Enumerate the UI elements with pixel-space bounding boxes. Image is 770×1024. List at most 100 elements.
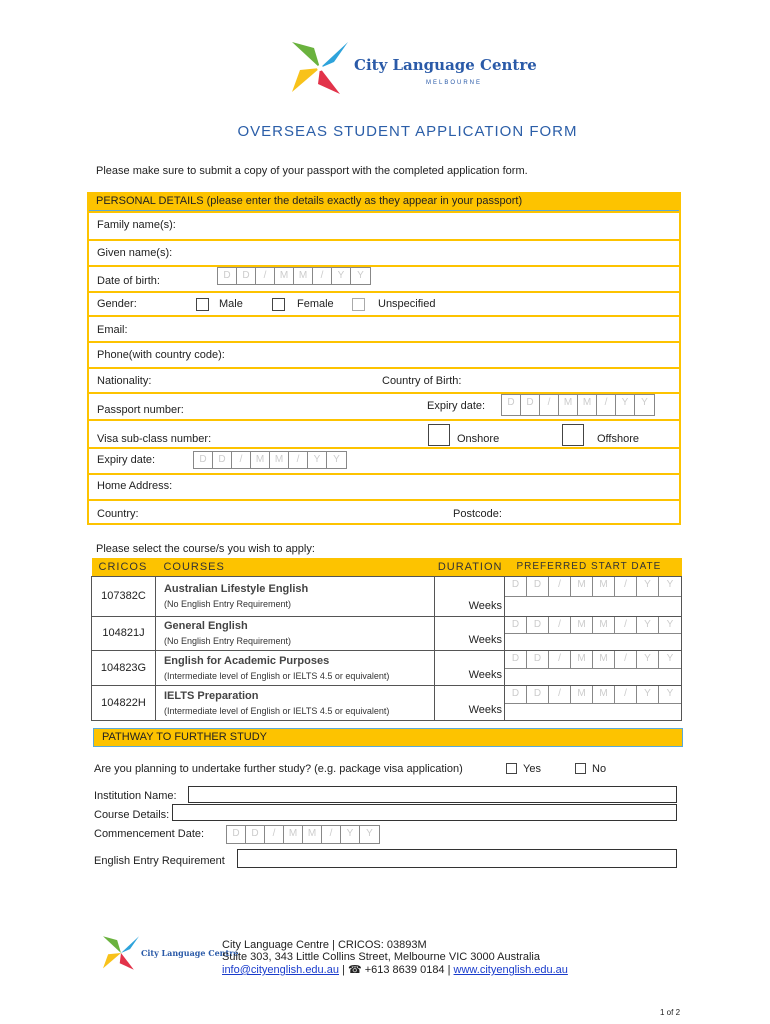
- website-link[interactable]: www.cityenglish.edu.au: [453, 964, 568, 976]
- passport-expiry-date-input[interactable]: D D / M M / Y Y: [501, 394, 655, 416]
- date-cell[interactable]: /: [615, 650, 637, 668]
- visa-expiry-date-input[interactable]: D D / M M / Y Y: [193, 451, 347, 469]
- date-cell[interactable]: D: [527, 650, 549, 668]
- date-cell[interactable]: D: [246, 826, 265, 843]
- start-date-cell[interactable]: D D / M M / Y Y: [503, 575, 683, 617]
- date-cell[interactable]: Y: [666, 687, 674, 699]
- date-cell[interactable]: Y: [341, 826, 360, 843]
- date-cell[interactable]: Y: [333, 454, 340, 465]
- date-cell[interactable]: /: [322, 826, 341, 843]
- date-cell[interactable]: /: [289, 452, 308, 468]
- start-date-cell[interactable]: D D / M M / Y Y: [503, 615, 683, 651]
- date-cell[interactable]: D: [237, 268, 256, 284]
- male-checkbox[interactable]: [196, 298, 209, 311]
- date-cell[interactable]: /: [540, 395, 559, 415]
- start-date-input[interactable]: D D / M M / Y Y: [504, 685, 681, 704]
- date-cell[interactable]: M: [294, 268, 313, 284]
- no-checkbox[interactable]: [575, 763, 586, 774]
- date-cell[interactable]: D: [527, 616, 549, 633]
- date-cell[interactable]: Y: [637, 650, 659, 668]
- date-cell[interactable]: M: [303, 826, 322, 843]
- given-name-label: Given name(s):: [97, 247, 173, 259]
- date-cell[interactable]: M: [593, 616, 615, 633]
- date-cell[interactable]: /: [313, 268, 332, 284]
- date-cell[interactable]: /: [549, 616, 571, 633]
- course-row[interactable]: 104823G English for Academic Purposes (In…: [91, 649, 683, 686]
- date-cell[interactable]: M: [559, 395, 578, 415]
- date-cell[interactable]: D: [213, 452, 232, 468]
- date-cell[interactable]: D: [527, 685, 549, 703]
- date-cell[interactable]: /: [597, 395, 616, 415]
- dob-date-input[interactable]: D D / M M / Y Y: [217, 267, 371, 285]
- date-cell[interactable]: M: [571, 616, 593, 633]
- date-cell[interactable]: M: [571, 685, 593, 703]
- duration-cell[interactable]: Weeks: [434, 649, 505, 686]
- date-cell[interactable]: M: [284, 826, 303, 843]
- course-row[interactable]: 107382C Australian Lifestyle English (No …: [91, 575, 683, 617]
- date-cell[interactable]: /: [615, 616, 637, 633]
- date-cell[interactable]: D: [505, 685, 527, 703]
- course-details-input[interactable]: [172, 804, 677, 821]
- course-row[interactable]: 104821J General English (No English Entry…: [91, 615, 683, 651]
- date-cell[interactable]: Y: [666, 652, 674, 664]
- date-cell[interactable]: Y: [616, 395, 635, 415]
- female-checkbox[interactable]: [272, 298, 285, 311]
- date-cell[interactable]: /: [549, 650, 571, 668]
- date-cell[interactable]: /: [549, 576, 571, 596]
- date-cell[interactable]: Y: [357, 270, 364, 281]
- start-date-cell[interactable]: D D / M M / Y Y: [503, 649, 683, 686]
- date-cell[interactable]: /: [615, 685, 637, 703]
- start-date-input[interactable]: D D / M M / Y Y: [504, 616, 681, 634]
- start-date-input[interactable]: D D / M M / Y Y: [504, 576, 681, 597]
- date-cell[interactable]: /: [232, 452, 251, 468]
- given-name-field[interactable]: Given name(s):: [89, 239, 679, 265]
- date-cell[interactable]: M: [578, 395, 597, 415]
- date-cell[interactable]: /: [265, 826, 284, 843]
- yes-checkbox[interactable]: [506, 763, 517, 774]
- date-cell[interactable]: D: [505, 616, 527, 633]
- date-cell[interactable]: Y: [637, 685, 659, 703]
- institution-input[interactable]: [188, 786, 677, 803]
- date-cell[interactable]: M: [275, 268, 294, 284]
- start-date-cell[interactable]: D D / M M / Y Y: [503, 684, 683, 721]
- date-cell[interactable]: Y: [641, 397, 648, 408]
- email-link[interactable]: info@cityenglish.edu.au: [222, 964, 339, 976]
- date-cell[interactable]: /: [549, 685, 571, 703]
- duration-cell[interactable]: Weeks: [434, 615, 505, 651]
- onshore-checkbox[interactable]: [428, 424, 450, 446]
- date-cell[interactable]: Y: [666, 618, 674, 630]
- date-cell[interactable]: Y: [637, 616, 659, 633]
- date-cell[interactable]: /: [256, 268, 275, 284]
- weeks-label: Weeks: [468, 599, 502, 612]
- date-cell[interactable]: D: [505, 576, 527, 596]
- date-cell[interactable]: M: [593, 685, 615, 703]
- date-cell[interactable]: M: [593, 576, 615, 596]
- date-cell[interactable]: D: [227, 826, 246, 843]
- date-cell[interactable]: D: [218, 268, 237, 284]
- date-cell[interactable]: M: [251, 452, 270, 468]
- course-row[interactable]: 104822H IELTS Preparation (Intermediate l…: [91, 684, 683, 721]
- date-cell[interactable]: Y: [332, 268, 351, 284]
- date-cell[interactable]: D: [505, 650, 527, 668]
- unspecified-checkbox[interactable]: [352, 298, 365, 311]
- date-cell[interactable]: M: [270, 452, 289, 468]
- duration-cell[interactable]: Weeks: [434, 575, 505, 617]
- date-cell[interactable]: M: [593, 650, 615, 668]
- date-cell[interactable]: D: [194, 452, 213, 468]
- date-cell[interactable]: D: [527, 576, 549, 596]
- date-cell[interactable]: D: [521, 395, 540, 415]
- date-cell[interactable]: D: [502, 395, 521, 415]
- offshore-checkbox[interactable]: [562, 424, 584, 446]
- personal-details-header: PERSONAL DETAILS (please enter the detai…: [87, 192, 681, 211]
- date-cell[interactable]: M: [571, 576, 593, 596]
- date-cell[interactable]: M: [571, 650, 593, 668]
- duration-cell[interactable]: Weeks: [434, 684, 505, 721]
- date-cell[interactable]: Y: [308, 452, 327, 468]
- date-cell[interactable]: Y: [666, 578, 674, 590]
- english-req-input[interactable]: [237, 849, 677, 868]
- commencement-date-input[interactable]: D D / M M / Y Y: [226, 825, 380, 844]
- date-cell[interactable]: /: [615, 576, 637, 596]
- start-date-input[interactable]: D D / M M / Y Y: [504, 650, 681, 669]
- date-cell[interactable]: Y: [366, 828, 373, 839]
- date-cell[interactable]: Y: [637, 576, 659, 596]
